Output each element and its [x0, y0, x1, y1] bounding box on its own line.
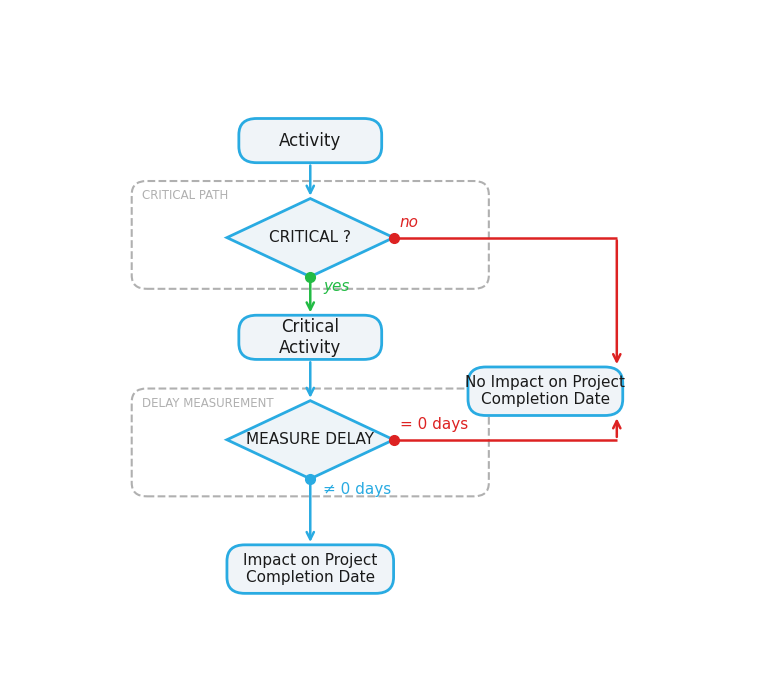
Text: Critical
Activity: Critical Activity	[279, 318, 342, 357]
Text: ≠ 0 days: ≠ 0 days	[323, 482, 392, 496]
Polygon shape	[227, 400, 393, 479]
FancyBboxPatch shape	[239, 118, 382, 162]
Text: yes: yes	[323, 279, 349, 295]
Text: Activity: Activity	[279, 132, 342, 150]
Text: no: no	[399, 214, 419, 230]
Text: CRITICAL PATH: CRITICAL PATH	[142, 189, 229, 202]
Text: = 0 days: = 0 days	[399, 416, 468, 432]
Text: CRITICAL ?: CRITICAL ?	[270, 230, 351, 245]
Polygon shape	[227, 199, 393, 276]
Text: MEASURE DELAY: MEASURE DELAY	[247, 432, 374, 447]
FancyBboxPatch shape	[239, 315, 382, 359]
Text: Impact on Project
Completion Date: Impact on Project Completion Date	[243, 553, 377, 585]
FancyBboxPatch shape	[468, 367, 623, 416]
FancyBboxPatch shape	[227, 545, 393, 594]
Text: No Impact on Project
Completion Date: No Impact on Project Completion Date	[465, 375, 625, 407]
Text: DELAY MEASUREMENT: DELAY MEASUREMENT	[142, 397, 274, 410]
